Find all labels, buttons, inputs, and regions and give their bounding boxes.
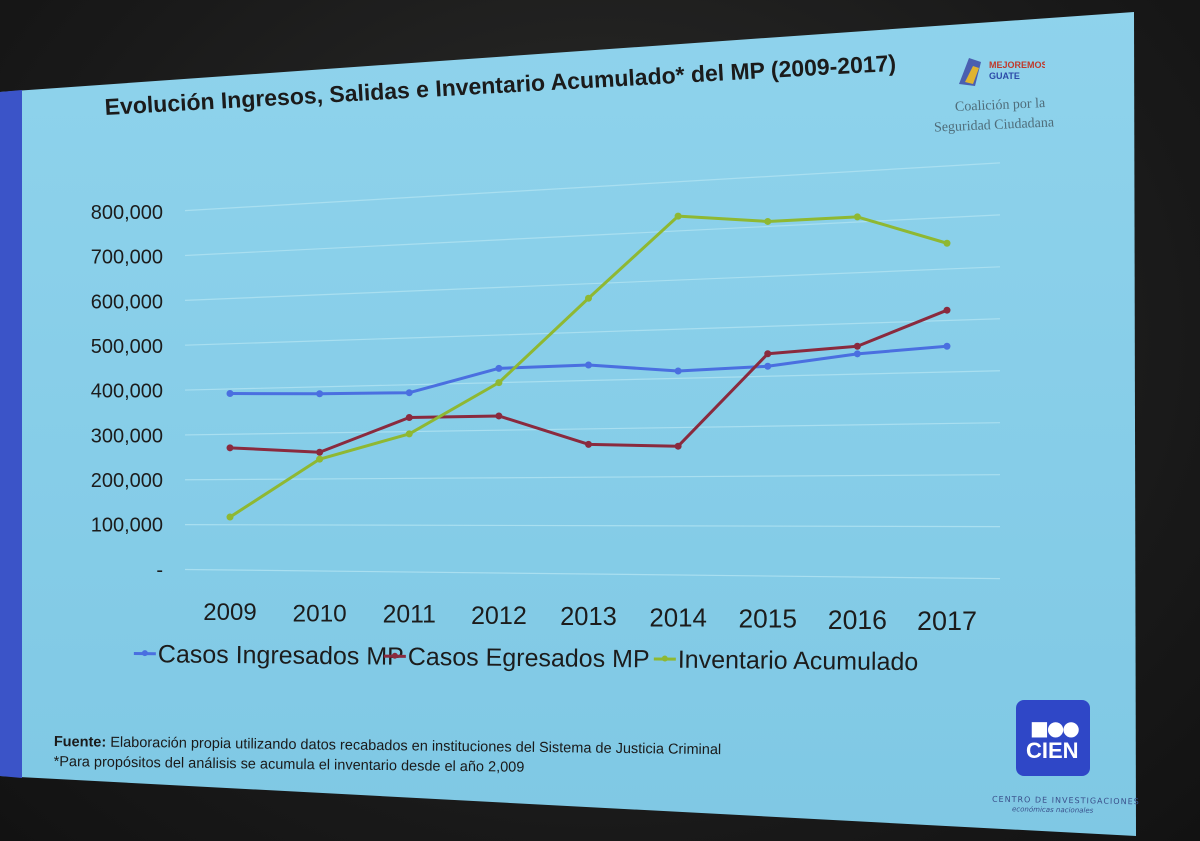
data-point <box>316 448 324 456</box>
legend-item: Casos Egresados MP <box>383 642 650 675</box>
y-tick-label: 700,000 <box>91 247 163 269</box>
legend-label: Casos Egresados MP <box>407 642 650 674</box>
mejoremos-guate-logo: MEJOREMOS GUATE <box>959 58 1045 86</box>
data-point <box>226 513 234 521</box>
x-tick-label: 2010 <box>293 600 347 627</box>
y-tick-label: 400,000 <box>91 381 163 403</box>
data-point <box>226 390 234 398</box>
y-tick-label: 200,000 <box>91 470 163 492</box>
y-tick-label: - <box>156 559 163 581</box>
x-axis-ticks: 2009 2010 2011 2012 2013 2014 2015 2016 2017 <box>203 599 977 636</box>
gridline <box>184 266 1001 301</box>
legend-label: Inventario Acumulado <box>677 645 919 677</box>
cien-logo-text: CIEN <box>1026 738 1079 763</box>
cien-subtitle-2: económicas nacionales <box>1011 805 1094 815</box>
x-tick-label: 2016 <box>828 605 887 635</box>
x-tick-label: 2013 <box>560 603 617 631</box>
gridline <box>184 370 1001 391</box>
gridline <box>184 568 1001 580</box>
cien-logo-mark: ■●● <box>1030 716 1080 740</box>
logo-shape-accent <box>965 66 979 84</box>
data-point <box>585 440 592 448</box>
data-point <box>943 239 951 247</box>
gridline <box>184 214 1001 257</box>
data-point <box>495 412 503 420</box>
data-point <box>316 455 324 463</box>
grid-layer <box>184 162 1001 580</box>
data-point <box>853 213 861 221</box>
gridline <box>184 474 1001 481</box>
data-point <box>405 414 413 422</box>
legend-swatch <box>653 657 676 661</box>
y-tick-label: 800,000 <box>91 202 163 224</box>
cien-logo: ■●● CIEN <box>1016 700 1090 776</box>
gridline <box>184 318 1001 346</box>
legend-item: Casos Ingresados MP <box>133 640 404 672</box>
legend-swatch <box>133 651 156 656</box>
data-point <box>585 361 592 369</box>
footnote: Fuente: Elaboración propia utilizando da… <box>54 732 722 780</box>
data-point <box>405 389 413 397</box>
data-point <box>764 217 772 225</box>
data-point <box>943 306 951 314</box>
data-point <box>764 362 772 370</box>
data-point <box>405 430 413 438</box>
legend-swatch <box>383 654 406 658</box>
series-layer <box>226 212 951 521</box>
y-tick-label: 100,000 <box>91 515 163 537</box>
data-point <box>495 379 503 387</box>
y-axis-ticks: - 100,000 200,000 300,000 400,000 500,000 600,… <box>91 202 163 581</box>
data-point <box>764 350 772 358</box>
data-point <box>674 212 682 220</box>
x-tick-label: 2015 <box>739 604 797 634</box>
y-tick-label: 300,000 <box>91 425 163 447</box>
x-tick-label: 2009 <box>203 599 256 626</box>
y-tick-label: 600,000 <box>91 291 163 313</box>
data-point <box>585 294 592 302</box>
y-tick-label: 500,000 <box>91 336 163 358</box>
gridline <box>184 524 1001 528</box>
gridline <box>184 422 1001 436</box>
data-point <box>943 342 951 350</box>
data-point <box>674 367 682 375</box>
legend-label: Casos Ingresados MP <box>157 640 404 671</box>
data-point <box>674 442 682 450</box>
x-tick-label: 2011 <box>383 602 436 629</box>
data-point <box>853 342 861 350</box>
data-point <box>226 444 234 452</box>
footnote-source-label: Fuente: <box>53 733 107 751</box>
logo-text-2: GUATE <box>989 71 1020 81</box>
gridline <box>184 162 1001 212</box>
legend-item: Inventario Acumulado <box>653 645 919 677</box>
data-point <box>316 390 324 398</box>
data-point <box>853 350 861 358</box>
x-tick-label: 2014 <box>649 604 707 632</box>
series-line <box>229 308 948 454</box>
logo-text: MEJOREMOS <box>989 60 1045 70</box>
x-tick-label: 2012 <box>471 602 527 630</box>
data-point <box>495 364 503 372</box>
x-tick-label: 2017 <box>917 606 977 636</box>
